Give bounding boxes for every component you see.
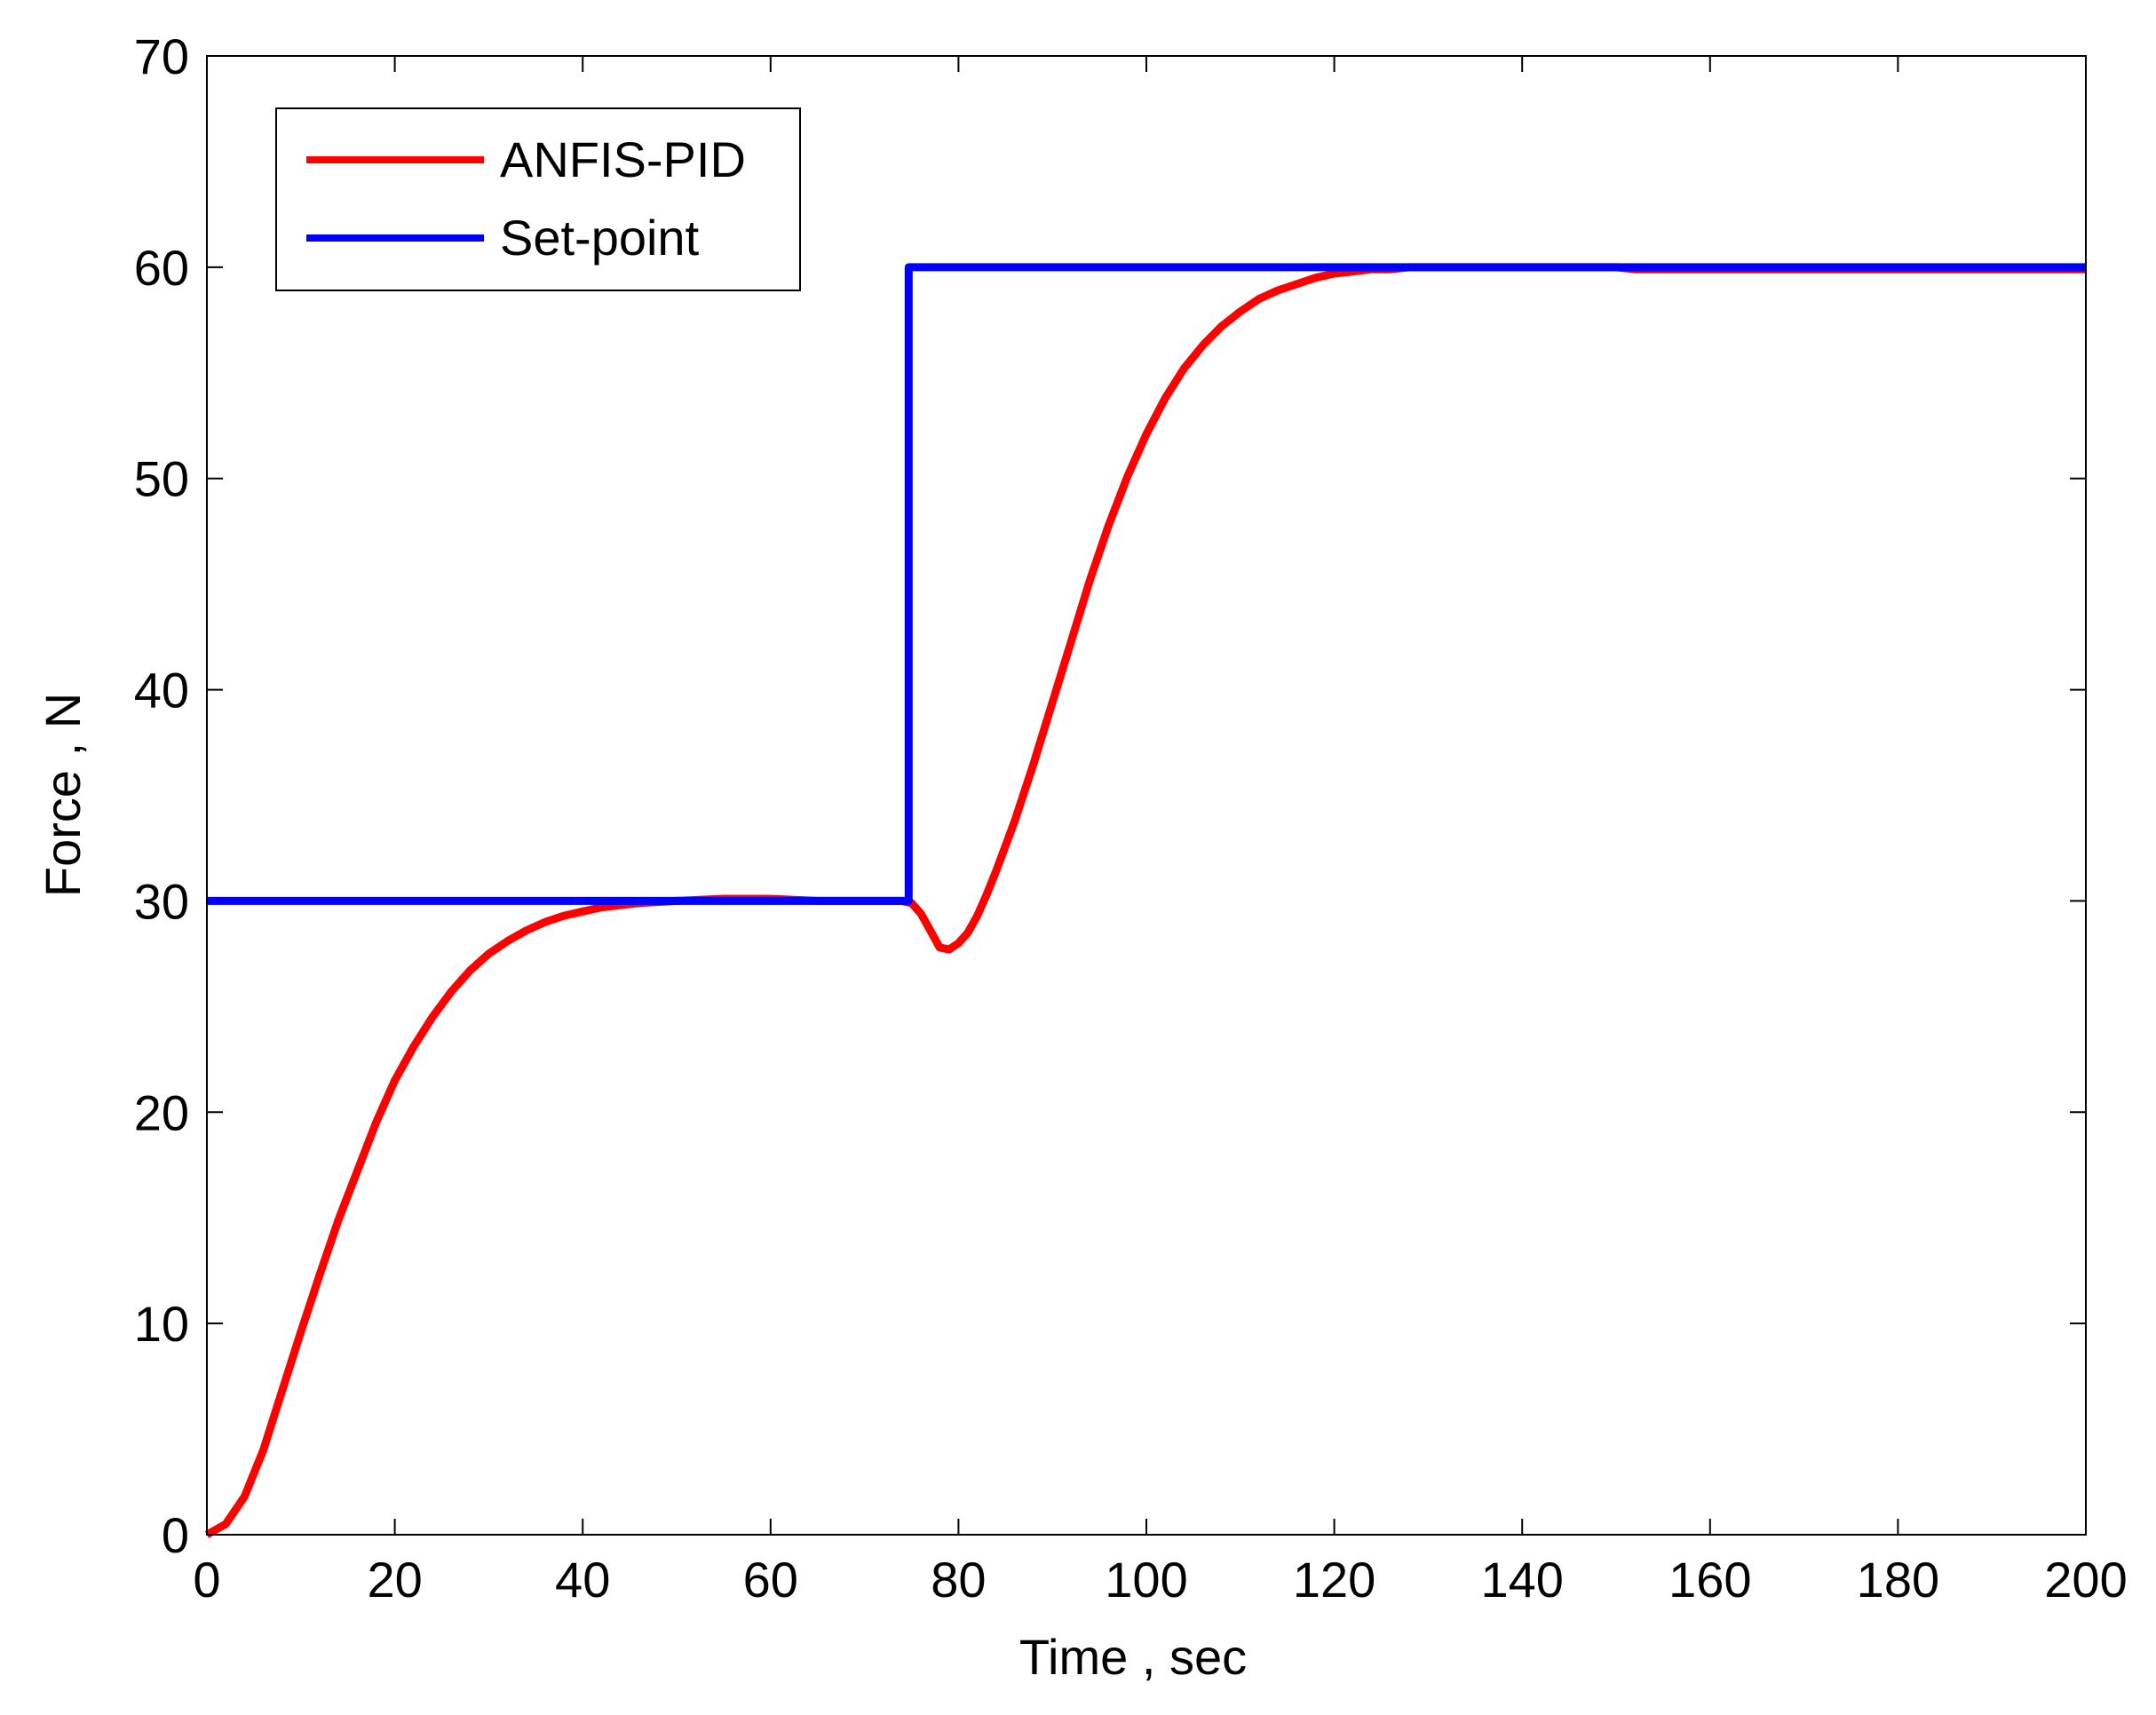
y-tick-label: 60 — [134, 240, 189, 296]
y-tick-label: 50 — [134, 451, 189, 507]
axes-box — [206, 55, 2087, 1536]
y-tick-label: 70 — [134, 28, 189, 84]
y-tick-label: 40 — [134, 663, 189, 719]
x-tick-label: 60 — [743, 1552, 798, 1608]
legend-box — [275, 107, 801, 291]
y-tick-label: 10 — [134, 1296, 189, 1352]
x-tick-label: 100 — [1105, 1552, 1187, 1608]
legend-label-anfis-pid: ANFIS-PID — [500, 131, 746, 187]
series-line-set-point — [207, 263, 2086, 905]
legend: ANFIS-PID Set-point — [275, 107, 801, 291]
y-tick-label: 30 — [134, 873, 189, 929]
x-tick-label: 80 — [931, 1552, 986, 1608]
x-axis: 0 20 40 60 80 100 120 140 160 180 200 — [193, 56, 2128, 1608]
y-tick-label: 20 — [134, 1084, 189, 1140]
x-tick-label: 200 — [2044, 1552, 2127, 1608]
y-axis: 0 10 20 30 40 50 60 70 — [134, 28, 2086, 1563]
legend-label-set-point: Set-point — [500, 210, 700, 266]
x-tick-label: 160 — [1669, 1552, 1751, 1608]
x-tick-label: 140 — [1480, 1552, 1563, 1608]
plot-area — [207, 56, 2086, 1535]
series-layer — [204, 263, 2086, 1538]
x-tick-label: 180 — [1857, 1552, 1939, 1608]
y-axis-label: Force , N — [35, 693, 91, 897]
x-tick-label: 120 — [1293, 1552, 1375, 1608]
x-axis-label: Time , sec — [1019, 1629, 1247, 1685]
x-tick-label: 40 — [555, 1552, 610, 1608]
x-tick-label: 20 — [367, 1552, 422, 1608]
y-tick-label: 0 — [162, 1507, 189, 1563]
x-tick-label: 0 — [193, 1552, 220, 1608]
